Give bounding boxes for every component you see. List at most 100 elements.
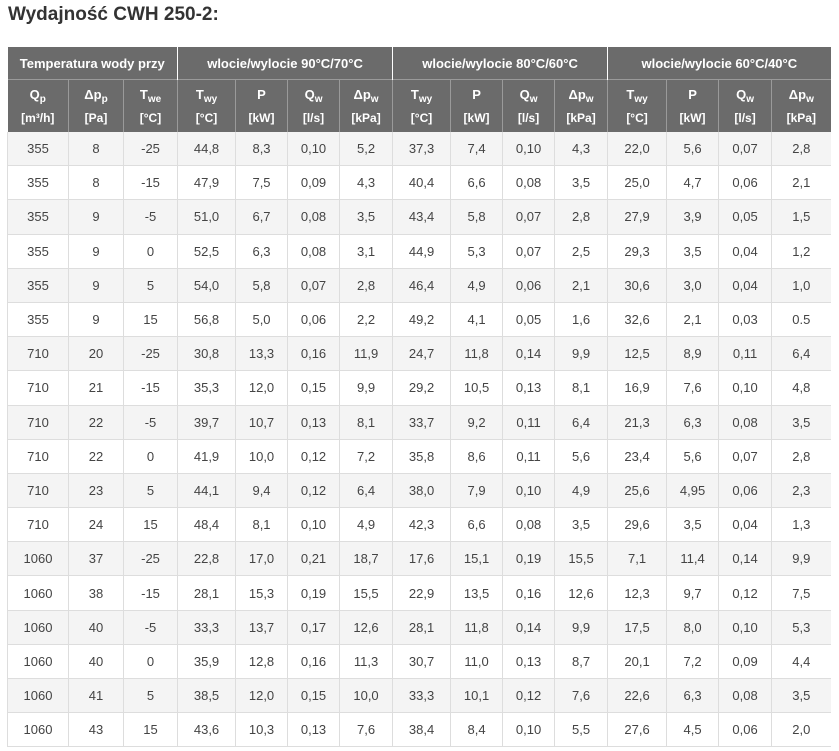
table-cell: 0,06 <box>502 268 556 303</box>
column-subscript: w <box>370 93 379 105</box>
table-cell: 22,9 <box>392 575 452 611</box>
table-cell: 0,06 <box>718 165 773 201</box>
table-cell: 15,3 <box>235 575 289 611</box>
table-cell: 37,3 <box>392 132 452 167</box>
table-cell: 0,04 <box>718 268 773 303</box>
table-cell: 5,8 <box>235 268 289 303</box>
table-row: 710 22 -5 39,7 10,7 0,13 8,1 33,7 9,2 0,11 6,4 21,3… <box>7 405 831 440</box>
table-cell: 0,07 <box>718 439 773 474</box>
table-cell: 17,5 <box>607 610 668 645</box>
column-header: Qp [m³/h] <box>7 79 69 132</box>
table-cell: 0,13 <box>502 370 556 406</box>
table-cell: 2,1 <box>666 302 720 338</box>
column-header: Δpw [kPa] <box>554 79 609 132</box>
table-cell: 9 <box>68 302 124 338</box>
table-cell: 0,12 <box>287 473 341 509</box>
column-header-row: Qp [m³/h] Δpp [Pa] Twe [°C] Twy [°C] P [kW] Qw [l/s… <box>7 79 831 132</box>
column-subscript: w <box>806 93 814 105</box>
table-cell: 29,3 <box>607 234 668 269</box>
column-symbol: P <box>472 86 481 102</box>
table-cell: 5,6 <box>666 132 720 167</box>
table-cell: 9 <box>68 234 124 269</box>
table-cell: 11,4 <box>666 541 720 577</box>
table-cell: 7,6 <box>339 712 394 748</box>
table-cell: 0,10 <box>718 370 773 406</box>
table-cell: 9,4 <box>235 473 289 509</box>
table-cell: 2,1 <box>771 165 831 201</box>
table-cell: 52,5 <box>177 234 237 269</box>
table-cell: 2,0 <box>771 712 831 748</box>
table-cell: 43 <box>68 712 124 748</box>
table-cell: 9,9 <box>339 370 394 406</box>
table-cell: 30,7 <box>392 644 452 680</box>
table-cell: 6,4 <box>339 473 394 509</box>
table-cell: 0.5 <box>771 302 831 338</box>
table-cell: 9,9 <box>554 610 609 645</box>
table-cell: 21,3 <box>607 405 668 440</box>
table-cell: 1,5 <box>771 199 831 235</box>
table-cell: 30,8 <box>177 336 237 372</box>
table-cell: 0,15 <box>287 678 341 714</box>
table-cell: 3,5 <box>771 405 831 440</box>
column-subscript: p <box>39 93 46 105</box>
table-cell: -15 <box>123 370 179 406</box>
table-cell: 1060 <box>7 712 69 748</box>
table-cell: 355 <box>7 302 69 338</box>
table-cell: 40,4 <box>392 165 452 201</box>
table-cell: 9,9 <box>554 336 609 372</box>
table-cell: 37 <box>68 541 124 577</box>
table-row: 355 8 -25 44,8 8,3 0,10 5,2 37,3 7,4 0,10 4,3 22,0 5… <box>7 132 831 167</box>
table-cell: 28,1 <box>177 575 237 611</box>
table-cell: 20,1 <box>607 644 668 680</box>
table-cell: 0,08 <box>502 507 556 543</box>
table-cell: 0,11 <box>502 405 556 440</box>
table-cell: 28,1 <box>392 610 452 645</box>
table-cell: 3,5 <box>666 234 720 269</box>
table-cell: 4,9 <box>450 268 504 303</box>
table-cell: 4,95 <box>666 473 720 509</box>
column-symbol: T <box>626 86 635 102</box>
table-cell: 18,7 <box>339 541 394 577</box>
table-cell: 710 <box>7 507 69 543</box>
table-cell: 4,3 <box>554 132 609 167</box>
table-cell: 43,4 <box>392 199 452 235</box>
column-unit: [kPa] <box>566 110 596 125</box>
table-cell: 1,6 <box>554 302 609 338</box>
column-unit: [kPa] <box>351 110 381 125</box>
column-symbol: Δp <box>568 86 586 102</box>
table-cell: 0,12 <box>502 678 556 714</box>
table-cell: 51,0 <box>177 199 237 235</box>
column-subscript: wy <box>634 93 648 105</box>
table-cell: 6,3 <box>666 405 720 440</box>
table-cell: 30,6 <box>607 268 668 303</box>
column-symbol: Δp <box>353 86 371 102</box>
column-header: Twy [°C] <box>392 79 452 132</box>
table-cell: 8,0 <box>666 610 720 645</box>
table-cell: 48,4 <box>177 507 237 543</box>
table-cell: 25,6 <box>607 473 668 509</box>
table-cell: -5 <box>123 610 179 645</box>
table-cell: 44,9 <box>392 234 452 269</box>
table-cell: 0,06 <box>287 302 341 338</box>
page-title: Wydajność CWH 250-2: <box>8 4 219 25</box>
table-cell: 38,4 <box>392 712 452 748</box>
performance-table: Temperatura wody przy wlocie/wylocie 90°… <box>7 47 831 748</box>
table-cell: 21 <box>68 370 124 406</box>
table-cell: 7,5 <box>771 575 831 611</box>
table-cell: 0,10 <box>718 610 773 645</box>
column-symbol: P <box>257 86 266 102</box>
table-cell: 0,11 <box>502 439 556 474</box>
table-cell: 41 <box>68 678 124 714</box>
table-cell: 5,3 <box>771 610 831 645</box>
table-cell: 0,15 <box>287 370 341 406</box>
table-cell: 0,10 <box>287 507 341 543</box>
table-cell: 2,8 <box>771 439 831 474</box>
table-row: 355 9 15 56,8 5,0 0,06 2,2 49,2 4,1 0,05 1,6 32,6 2,… <box>7 302 831 338</box>
table-cell: 0,10 <box>502 473 556 509</box>
table-cell: 22 <box>68 405 124 440</box>
table-cell: 44,8 <box>177 132 237 167</box>
table-cell: 16,9 <box>607 370 668 406</box>
table-cell: 2,3 <box>771 473 831 509</box>
table-cell: 12,0 <box>235 370 289 406</box>
table-cell: 0,14 <box>718 541 773 577</box>
